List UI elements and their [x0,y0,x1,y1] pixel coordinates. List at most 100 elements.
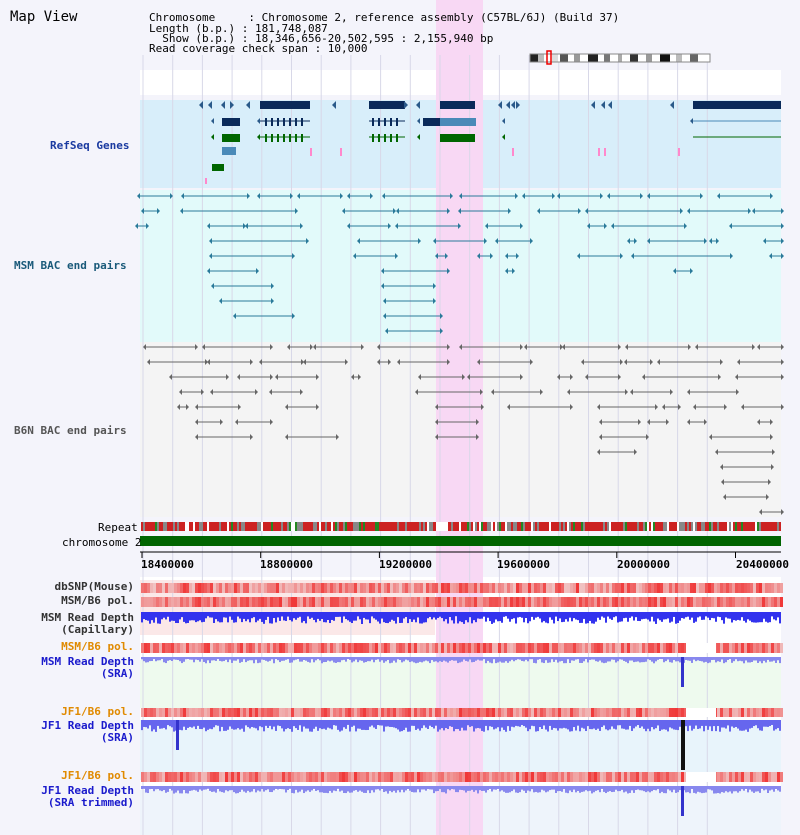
repeat-segment [699,522,701,531]
jf1-b6-pol-heat [540,708,543,717]
jf1-trim-depth [185,786,187,794]
jf1-trim-depth [367,786,369,791]
jf1-sra-depth [467,720,469,726]
refseq-gene-marker [211,134,214,140]
jf1-b6-pol2-heat [267,772,270,782]
msm-bac-pair-end [211,283,214,289]
msm-cap-depth [257,612,259,621]
jf1-sra-depth [513,720,515,728]
msm-bac-pair-end [219,298,222,304]
msm-bac-pair-end [620,253,623,259]
dbsnp-heat [552,583,555,593]
repeat-segment [375,522,377,531]
msm-cap-depth [541,612,543,623]
msm-sra-depth [421,657,423,663]
jf1-trim-depth [715,786,717,794]
msm-sra-depth [617,657,619,662]
msm-b6-pol2-heat [768,643,771,653]
jf1-sra-depth [219,720,221,732]
jf1-trim-depth [779,786,781,792]
jf1-trim-depth [481,786,483,791]
msm-b6-pol-heat [678,597,681,607]
jf1-trim-depth [693,786,695,793]
msm-sra-depth [531,657,533,660]
repeat-segment [759,522,761,531]
msm-sra-depth [647,657,649,660]
jf1-b6-pol-heat [666,708,669,717]
msm-sra-depth [769,657,771,662]
repeat-segment [625,522,627,531]
chromosome-outline [529,53,711,63]
msm-cap-depth [373,612,375,619]
jf1-b6-pol2-heat [510,772,513,782]
b6n-bac-pair-end [599,434,602,440]
repeat-segment [343,522,345,531]
repeat-segment [579,522,581,531]
jf1-sra-depth [675,720,677,730]
b6n-bac-pair-end [757,419,760,425]
b6n-bac-pair-end [562,344,565,350]
jf1-trim-depth [401,786,403,790]
msm-sra-depth [231,657,233,663]
msm-cap-depth [643,612,645,619]
msm-cap-depth [589,612,591,621]
jf1-trim-depth [643,786,645,792]
jf1-b6-pol2-heat [519,772,522,782]
msm-sra-depth [685,657,687,660]
msm-b6-pol2-heat [348,643,351,653]
jf1-sra-depth [737,720,739,729]
jf1-b6-pol2-heat [222,772,225,782]
refseq-exon [295,134,297,142]
repeat-segment [401,522,403,531]
msm-cap-depth [481,612,483,619]
dbsnp-heat [339,583,342,593]
msm-bac-pair-end [631,253,634,259]
msm-b6-pol2-heat [291,643,294,653]
jf1-trim-depth [555,786,557,793]
jf1-trim-depth [217,786,219,790]
msm-cap-depth [743,612,745,621]
jf1-trim-depth [529,786,531,792]
b6n-bac-pair-end [195,404,198,410]
msm-sra-depth [391,657,393,663]
msm-b6-pol-heat [309,597,312,607]
msm-b6-pol-heat [762,597,765,607]
b6n-bac-pair-end [255,389,258,395]
jf1-sra-depth [231,720,233,729]
jf1-sra-depth [271,720,273,730]
msm-b6-pol-heat [198,597,201,607]
b6n-bac-pair-end [237,374,240,380]
jf1-b6-pol2-heat [663,772,666,782]
msm-b6-pol2-heat [300,643,303,653]
msm-b6-pol2-heat [201,643,204,653]
msm-bac-pair-end [370,193,373,199]
msm-cap-depth [595,612,597,622]
repeat-segment [257,522,259,531]
jf1-sra-depth [453,720,455,732]
repeat-segment [289,522,291,531]
jf1-sra-depth [325,720,327,730]
msm-b6-pol2-heat [399,643,402,653]
dbsnp-heat [159,583,162,593]
msm-bac-pair-end [604,223,607,229]
msm-cap-depth [349,612,351,622]
b6n-bac-pair-end [781,374,784,380]
jf1-sra-depth [481,720,483,731]
msm-bac-pair-end [347,193,350,199]
msm-cap-depth [269,612,271,624]
dbsnp-heat [474,583,477,593]
repeat-segment [631,522,633,531]
msm-bac-pair-end [729,223,732,229]
msm-cap-depth [463,612,465,624]
msm-sra-depth-spike [681,657,684,687]
jf1-sra-depth [253,720,255,728]
repeat-segment [457,522,459,531]
msm-b6-pol2-heat [282,643,285,653]
repeat-segment [157,522,159,531]
repeat-segment [555,522,557,531]
jf1-sra-depth [185,720,187,730]
b6n-bac-pair-end [737,359,740,365]
b6n-bac-pair-end [207,359,210,365]
msm-b6-pol2-heat [606,643,609,653]
jf1-b6-pol-heat [333,708,336,717]
